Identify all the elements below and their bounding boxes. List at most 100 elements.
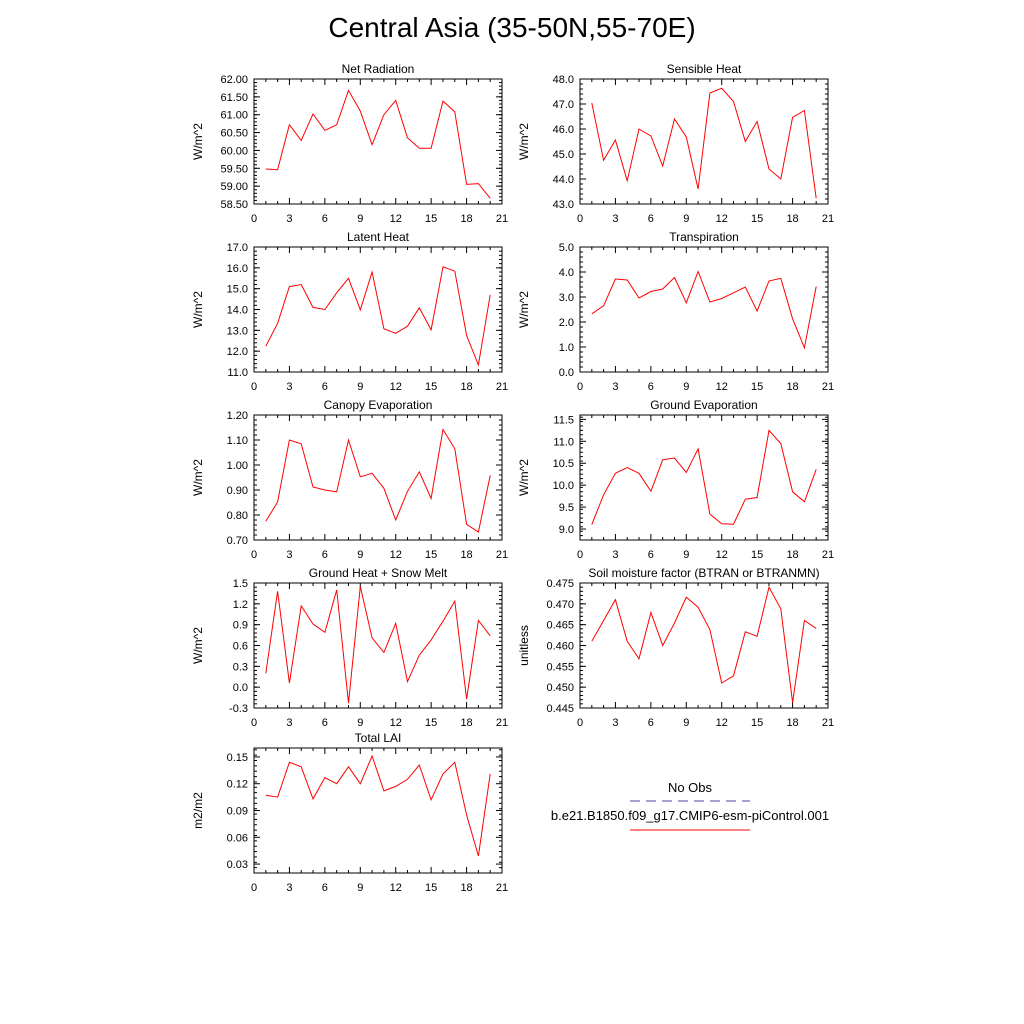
x-tick-label: 3	[286, 717, 292, 729]
x-tick-label: 15	[425, 882, 437, 894]
panel-title: Total LAI	[355, 731, 402, 745]
x-tick-label: 0	[577, 717, 583, 729]
chart-panel: Ground Heat + Snow Melt W/m^2 0 3 6 9 12 15 18 21…	[191, 566, 508, 729]
plot-frame	[579, 414, 829, 541]
y-tick-label: 1.10	[227, 435, 248, 447]
page-title: Central Asia (35-50N,55-70E)	[328, 12, 696, 43]
chart-panel: Sensible Heat W/m^2 0 3 6 9 12 15 18 21 43.0 44.0 45…	[517, 62, 834, 225]
y-tick-label: 0.455	[546, 661, 574, 673]
panel-title: Latent Heat	[347, 230, 410, 244]
y-tick-label: 0.3	[233, 661, 248, 673]
x-tick-label: 15	[751, 381, 763, 393]
x-tick-label: 3	[286, 213, 292, 225]
y-tick-label: 0.09	[227, 806, 248, 818]
y-tick-label: 0.06	[227, 832, 248, 844]
x-tick-label: 21	[822, 381, 834, 393]
y-tick-label: 61.50	[220, 92, 248, 104]
panel-title: Sensible Heat	[667, 62, 742, 76]
plot-frame	[253, 747, 503, 874]
x-tick-label: 6	[322, 381, 328, 393]
x-tick-label: 18	[460, 882, 472, 894]
y-tick-label: 1.2	[233, 599, 248, 611]
y-tick-label: 45.0	[553, 149, 574, 161]
y-tick-label: 1.0	[559, 342, 574, 354]
x-tick-label: 12	[390, 213, 402, 225]
series-line	[591, 87, 817, 199]
legend: No Obs b.e21.B1850.f09_g17.CMIP6-esm-piC…	[551, 780, 829, 831]
y-tick-label: 11.0	[553, 436, 574, 448]
y-axis-label: W/m^2	[517, 459, 531, 496]
plot-frame	[579, 78, 829, 205]
y-tick-label: 48.0	[553, 74, 574, 86]
panel-title: Ground Heat + Snow Melt	[309, 566, 448, 580]
x-tick-label: 15	[425, 549, 437, 561]
series-line	[265, 586, 491, 704]
panel-title: Transpiration	[669, 230, 739, 244]
series-line	[591, 585, 817, 703]
x-tick-label: 15	[751, 717, 763, 729]
x-tick-label: 15	[425, 213, 437, 225]
x-tick-label: 21	[496, 213, 508, 225]
y-axis-label: W/m^2	[191, 123, 205, 160]
x-tick-label: 18	[786, 213, 798, 225]
y-tick-label: 10.5	[553, 458, 574, 470]
y-tick-label: 1.5	[233, 578, 248, 590]
x-tick-label: 12	[390, 381, 402, 393]
y-tick-label: 16.0	[227, 263, 248, 275]
x-tick-label: 3	[612, 381, 618, 393]
y-tick-label: 0.0	[559, 367, 574, 379]
x-tick-label: 9	[683, 381, 689, 393]
x-tick-label: 0	[251, 882, 257, 894]
series-line	[265, 266, 491, 367]
y-tick-label: 46.0	[553, 124, 574, 136]
y-tick-label: 1.20	[227, 410, 248, 422]
x-tick-label: 0	[251, 381, 257, 393]
x-tick-label: 21	[496, 549, 508, 561]
y-tick-label: 47.0	[553, 99, 574, 111]
y-tick-label: 11.5	[553, 414, 574, 426]
y-tick-label: 0.0	[233, 682, 248, 694]
x-tick-label: 15	[751, 213, 763, 225]
panel-title: Net Radiation	[342, 62, 415, 76]
y-axis-label: m2/m2	[191, 792, 205, 829]
x-tick-label: 15	[425, 717, 437, 729]
y-tick-label: 0.460	[546, 641, 574, 653]
x-tick-label: 9	[357, 381, 363, 393]
y-tick-label: -0.3	[229, 703, 248, 715]
y-tick-label: 14.0	[227, 305, 248, 317]
chart-panel: Ground Evaporation W/m^2 0 3 6 9 12 15 18 21 9.0 9.…	[517, 398, 834, 561]
x-tick-label: 3	[612, 549, 618, 561]
x-tick-label: 3	[612, 717, 618, 729]
x-tick-label: 21	[496, 717, 508, 729]
plot-frame	[253, 414, 503, 541]
y-axis-label: W/m^2	[191, 627, 205, 664]
x-tick-label: 15	[425, 381, 437, 393]
y-tick-label: 60.00	[220, 145, 248, 157]
y-tick-label: 0.15	[227, 752, 248, 764]
x-tick-label: 12	[390, 549, 402, 561]
x-tick-label: 9	[683, 213, 689, 225]
y-tick-label: 0.475	[546, 578, 574, 590]
y-axis-label: W/m^2	[517, 291, 531, 328]
x-tick-label: 12	[716, 213, 728, 225]
x-tick-label: 12	[716, 549, 728, 561]
series-line	[265, 428, 491, 533]
x-tick-label: 6	[648, 213, 654, 225]
panel-title: Ground Evaporation	[650, 398, 757, 412]
series-line	[265, 89, 491, 199]
x-tick-label: 0	[577, 381, 583, 393]
y-tick-label: 0.03	[227, 859, 248, 871]
y-tick-label: 0.6	[233, 641, 248, 653]
x-tick-label: 6	[648, 381, 654, 393]
x-tick-label: 6	[648, 717, 654, 729]
legend-model-label: b.e21.B1850.f09_g17.CMIP6-esm-piControl.…	[551, 808, 829, 823]
y-tick-label: 0.70	[227, 535, 248, 547]
series-line	[265, 754, 491, 857]
x-tick-label: 0	[251, 213, 257, 225]
x-tick-label: 9	[357, 717, 363, 729]
y-tick-label: 0.445	[546, 703, 574, 715]
legend-obs-label: No Obs	[668, 780, 713, 795]
y-tick-label: 0.90	[227, 485, 248, 497]
x-tick-label: 6	[322, 882, 328, 894]
chart-panel: Canopy Evaporation W/m^2 0 3 6 9 12 15 18 21 0.70 0…	[191, 398, 508, 561]
